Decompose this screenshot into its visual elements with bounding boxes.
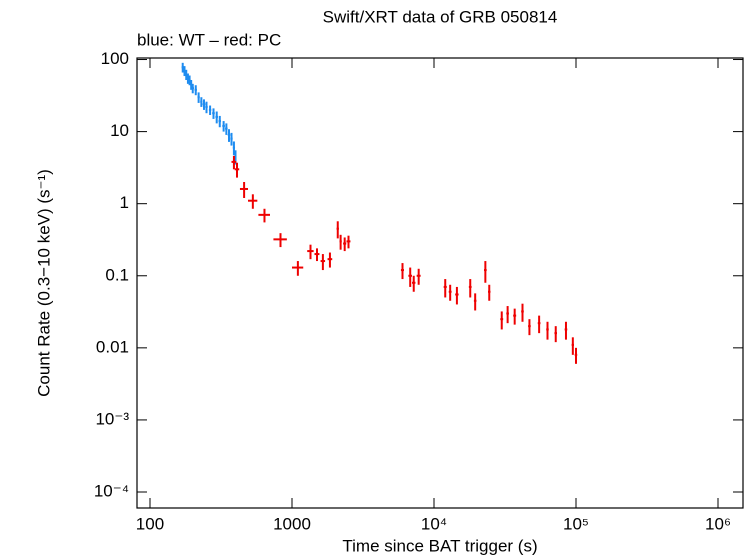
y-tick-label: 10 bbox=[110, 121, 129, 140]
x-tick-label: 1000 bbox=[273, 514, 311, 533]
y-tick-label: 10⁻³ bbox=[95, 409, 129, 428]
chart-title: Swift/XRT data of GRB 050814 bbox=[323, 7, 558, 26]
y-tick-label: 100 bbox=[101, 49, 129, 68]
x-tick-label: 10⁴ bbox=[421, 514, 447, 533]
y-tick-label: 0.1 bbox=[105, 265, 129, 284]
x-tick-label: 100 bbox=[136, 514, 164, 533]
chart-subtitle: blue: WT – red: PC bbox=[137, 30, 281, 49]
y-tick-label: 0.01 bbox=[96, 337, 129, 356]
y-tick-label: 10⁻⁴ bbox=[94, 481, 129, 500]
y-tick-label: 1 bbox=[120, 193, 129, 212]
plot-frame bbox=[136, 57, 744, 509]
x-tick-label: 10⁵ bbox=[563, 514, 589, 533]
y-axis-label: Count Rate (0.3−10 keV) (s⁻¹) bbox=[34, 169, 53, 397]
x-tick-label: 10⁶ bbox=[705, 514, 731, 533]
x-axis-label: Time since BAT trigger (s) bbox=[342, 536, 537, 555]
